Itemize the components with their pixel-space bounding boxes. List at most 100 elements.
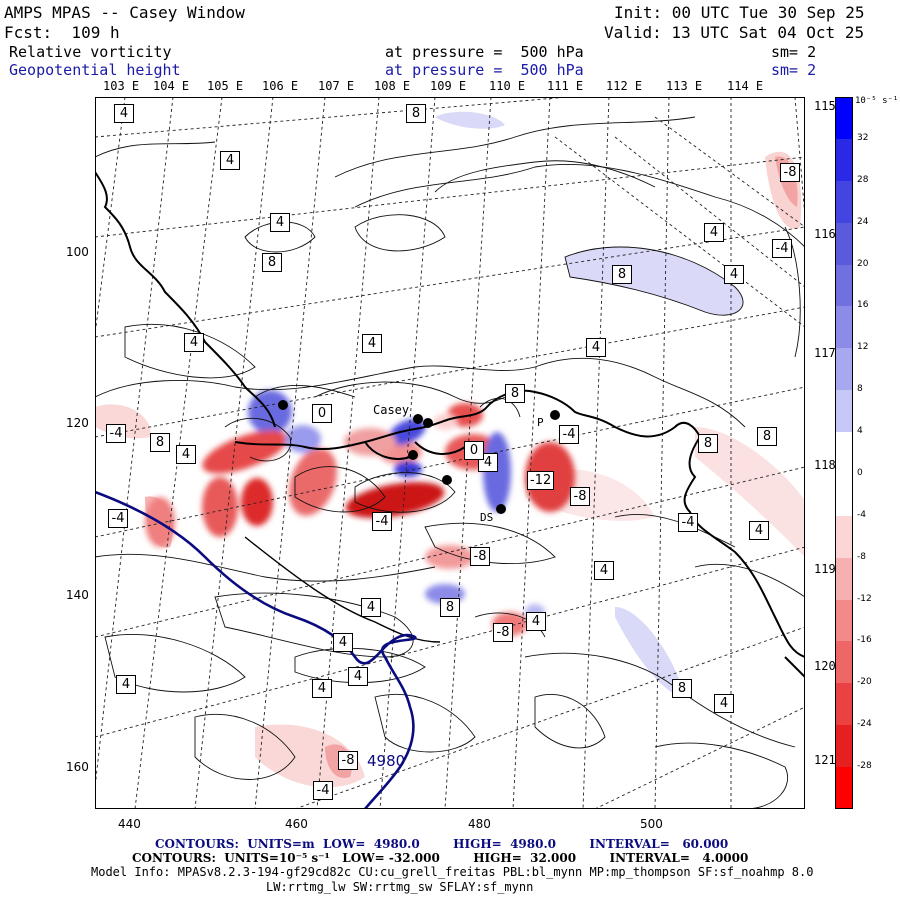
contour-value-label: -4 [106,424,126,443]
contour-value-label: 8 [150,433,170,452]
contour-value-label: 0 [464,441,484,460]
contour-value-label: 4 [176,445,196,464]
contour-value-label: 8 [406,104,426,123]
contour-value-label: 8 [505,384,525,403]
level-vorticity: at pressure = 500 hPa [385,43,584,61]
height-contour-label: 4980 [367,752,406,770]
level-height: at pressure = 500 hPa [385,61,584,79]
contour-value-label: 4 [220,151,240,170]
colorbar-tick-label: 32 [857,132,869,143]
footer-model-info-2: LW:rrtmg_lw SW:rrtmg_sw SFLAY:sf_mynn [266,880,534,894]
x-tick-480: 480 [468,817,491,831]
footer-height-contours: CONTOURS: UNITS=m LOW= 4980.0 HIGH= 4980… [155,837,729,851]
contour-value-label: 8 [698,434,718,453]
contour-value-label: 4 [362,334,382,353]
contour-value-label: 4 [749,521,769,540]
contour-value-label: 4 [312,679,332,698]
colorbar-tick-label: 4 [857,426,863,437]
station-label-casey: Casey [373,403,410,417]
contour-value-label: -4 [313,781,333,800]
colorbar-tick-label: -28 [857,761,872,772]
contour-value-label: 8 [612,265,632,284]
contour-value-label: -4 [772,239,792,258]
colorbar: 32 28 24 20 16 12 8 4 0 -4 -8 -12 -16 -20 -24 -28 [835,97,895,809]
x-tick-440: 440 [118,817,141,831]
y-tick-100: 100 [66,245,89,259]
footer-model-info: Model Info: MPASv8.2.3-194-gf29cd82c CU:… [91,865,814,879]
contour-value-label: 4 [714,694,734,713]
contour-value-label: 4 [586,338,606,357]
footer-vorticity-contours: CONTOURS: UNITS=10⁻⁵ s⁻¹ LOW= -32.000 HI… [132,851,749,865]
colorbar-tick-label: 24 [857,216,869,227]
y-tick-140: 140 [66,588,89,602]
colorbar-tick-label: 8 [857,384,863,395]
lon-label-110: 110 E [489,79,526,93]
contour-value-label: -4 [108,509,128,528]
colorbar-tick-label: -20 [857,677,872,688]
colorbar-tick-label: 16 [857,300,869,311]
contour-value-label: -4 [559,425,579,444]
contour-value-label: -8 [470,547,490,566]
contour-value-label: -4 [372,512,392,531]
init-time: Init: 00 UTC Tue 30 Sep 25 [614,3,865,22]
field-vorticity-label: Relative vorticity [9,43,172,61]
colorbar-tick-label: -24 [857,719,872,730]
x-tick-460: 460 [285,817,308,831]
forecast-hour: Fcst: 109 h [4,23,120,42]
lon-label-111: 111 E [547,79,584,93]
station-label-p: P [537,416,544,429]
lon-label-109: 109 E [430,79,467,93]
contour-value-label: 4 [333,633,353,652]
chart-title: AMPS MPAS -- Casey Window [4,3,245,22]
contour-value-label: 4 [594,561,614,580]
lon-label-113: 113 E [666,79,703,93]
colorbar-tick-label: -4 [857,509,866,520]
smoothing-vorticity: sm= 2 [771,43,817,61]
colorbar-tick-label: 0 [857,467,863,478]
contour-value-label: 4 [114,104,134,123]
colorbar-tick-label: -12 [857,593,872,604]
contour-value-label: -12 [527,471,555,490]
contour-value-label: 8 [672,679,692,698]
contour-value-label: -4 [678,513,698,532]
x-tick-500: 500 [640,817,663,831]
lon-label-103: 103 E [103,79,140,93]
contour-value-label: 4 [184,333,204,352]
colorbar-tick-label: 20 [857,258,869,269]
lon-label-112: 112 E [606,79,643,93]
contour-value-label: 0 [312,404,332,423]
contour-value-label: 4 [361,598,381,617]
lon-label-108: 108 E [374,79,411,93]
contour-value-label: 4 [526,612,546,631]
y-tick-120: 120 [66,416,89,430]
station-label-ds: DS [480,511,494,524]
contour-value-label: -8 [493,623,513,642]
vorticity-map [95,97,805,809]
contour-value-label: 4 [270,213,290,232]
y-tick-160: 160 [66,760,89,774]
colorbar-tick-label: 28 [857,174,869,185]
contour-value-label: 8 [262,253,282,272]
lon-label-106: 106 E [262,79,299,93]
colorbar-unit: 10⁻⁵ s⁻¹ [855,96,899,106]
lon-label-114: 114 E [727,79,764,93]
coastline [95,171,805,678]
map-frame [95,97,805,809]
colorbar-tick-label: 12 [857,342,869,353]
field-height-label: Geopotential height [9,61,181,79]
lon-label-107: 107 E [318,79,355,93]
contour-value-label: 4 [348,667,368,686]
contour-value-label: 4 [724,265,744,284]
contour-value-label: 4 [116,675,136,694]
contour-value-label: -8 [780,163,800,182]
valid-time: Valid: 13 UTC Sat 04 Oct 25 [604,23,865,42]
height-contour-4980 [95,490,417,809]
lon-label-105: 105 E [207,79,244,93]
contour-value-label: -8 [570,487,590,506]
vorticity-contours [95,116,805,809]
contour-value-label: 8 [440,598,460,617]
colorbar-tick-label: -16 [857,635,872,646]
contour-value-label: -8 [338,751,358,770]
contour-value-label: 4 [704,223,724,242]
contour-value-label: 8 [757,427,777,446]
